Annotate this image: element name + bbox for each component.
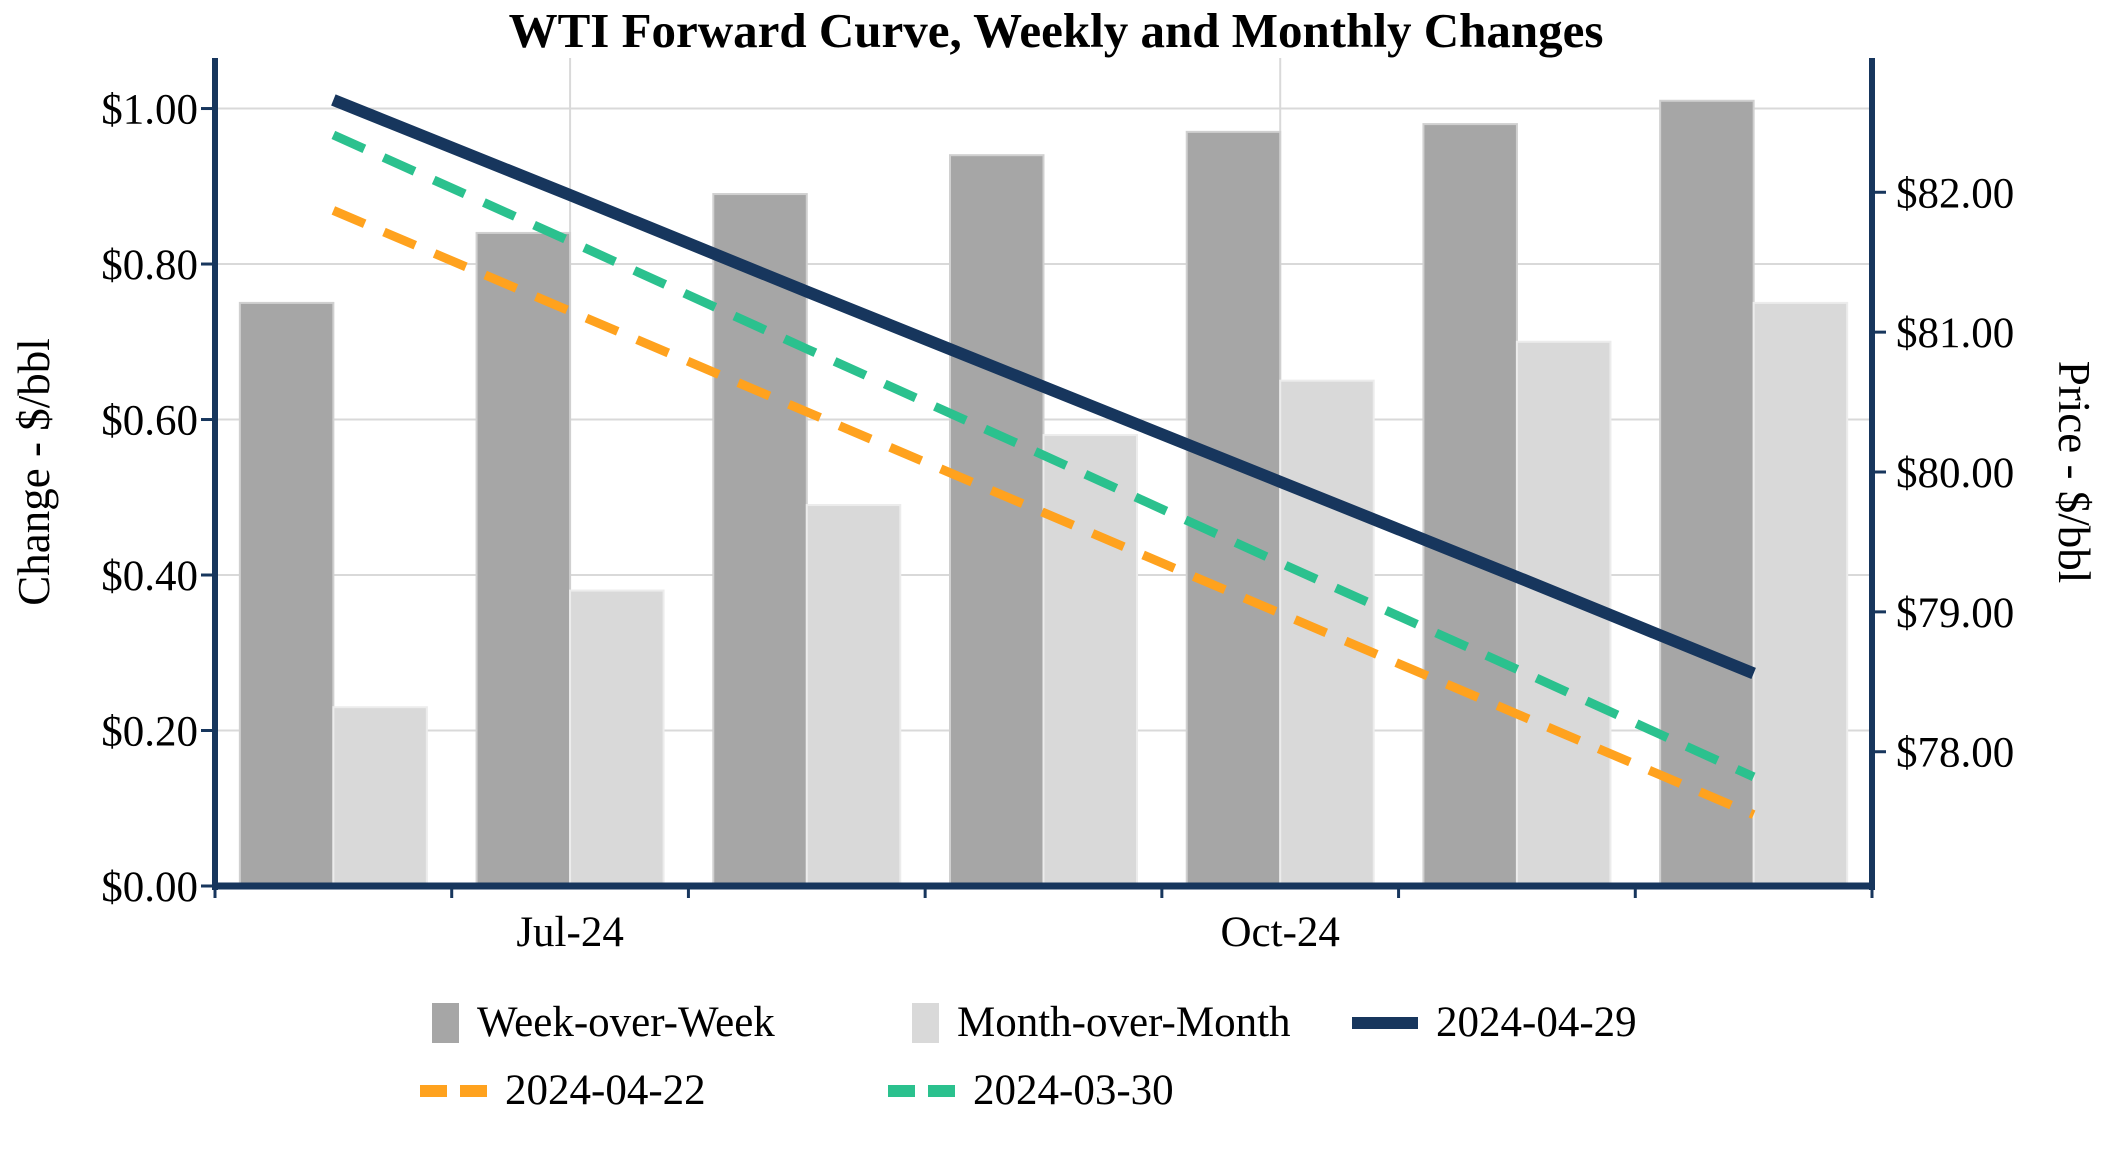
x-tick-label: Oct-24 — [1221, 909, 1340, 956]
left-axis-tick-labels: $1.00 $0.80 $0.60 $0.40 $0.20 $0.00 — [101, 87, 198, 911]
line-2024-04-22 — [331, 206, 1756, 819]
bar — [948, 154, 1045, 887]
right-tick-label: $78.00 — [1896, 730, 2014, 777]
axis-lines — [201, 58, 1886, 898]
right-tick-label: $81.00 — [1896, 310, 2014, 357]
line-2024-03-30 — [331, 130, 1756, 782]
right-tick-label: $82.00 — [1896, 170, 2014, 217]
left-tick-label: $0.40 — [101, 553, 198, 600]
bars-month-over-month — [332, 301, 1849, 887]
bar — [1042, 434, 1139, 887]
line-2024-04-29 — [331, 94, 1756, 679]
bar — [1185, 130, 1282, 888]
x-axis-tick-labels: Jul-24 Oct-24 — [516, 909, 1340, 956]
left-tick-label: $0.00 — [101, 864, 198, 911]
bar — [569, 589, 665, 887]
bar — [1752, 301, 1849, 887]
left-tick-label: $0.80 — [101, 242, 198, 289]
bar — [475, 231, 572, 888]
right-axis-tick-labels: $82.00 $81.00 $80.00 $79.00 $78.00 — [1896, 170, 2014, 776]
right-tick-label: $79.00 — [1896, 590, 2014, 637]
left-tick-label: $1.00 — [101, 87, 198, 134]
right-axis-title: Price - $/bbl — [2049, 360, 2099, 584]
left-tick-label: $0.20 — [101, 709, 198, 756]
bar — [332, 706, 428, 887]
x-tick-label: Jul-24 — [516, 909, 624, 956]
right-tick-label: $80.00 — [1896, 450, 2014, 497]
bar — [1422, 123, 1518, 887]
chart-title: WTI Forward Curve, Weekly and Monthly Ch… — [508, 3, 1604, 58]
left-tick-label: $0.60 — [101, 398, 198, 445]
bar — [712, 193, 808, 887]
bar — [1279, 379, 1375, 887]
bar — [805, 504, 902, 887]
bar — [238, 301, 335, 887]
left-axis-title: Change - $/bbl — [9, 338, 59, 606]
vertical-gridlines — [569, 58, 1282, 886]
